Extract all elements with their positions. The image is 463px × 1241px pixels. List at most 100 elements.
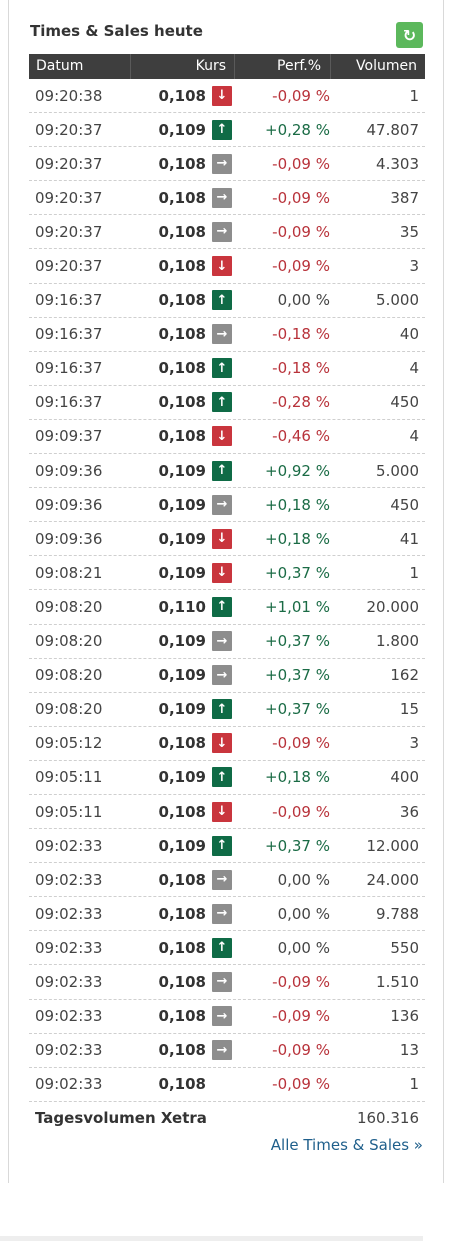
- bottom-divider: [0, 1236, 423, 1241]
- column-header-date: Datum: [36, 58, 84, 74]
- arrow-right-icon: →: [212, 903, 232, 924]
- cell-time: 09:08:20: [35, 700, 103, 719]
- cell-time: 09:02:33: [35, 836, 103, 855]
- cell-time: 09:16:37: [35, 359, 103, 378]
- price-value: 0,108: [158, 1075, 206, 1094]
- cell-price: 0,108 →: [130, 324, 234, 345]
- price-value: 0,108: [158, 938, 206, 957]
- arrow-up-icon: ↑: [212, 596, 232, 617]
- cell-time: 09:20:37: [35, 120, 103, 139]
- cell-perf: 0,00 %: [277, 291, 330, 310]
- cell-time: 09:02:33: [35, 1041, 103, 1060]
- table-row: 09:20:37 0,108 → -0,09 % 387: [29, 181, 425, 216]
- cell-time: 09:20:37: [35, 222, 103, 241]
- cell-time: 09:08:21: [35, 563, 103, 582]
- cell-price: 0,108 ↓: [130, 85, 234, 106]
- cell-perf: -0,09 %: [272, 154, 330, 173]
- table-row: 09:02:33 0,108 → 0,00 % 9.788: [29, 897, 425, 932]
- cell-price: 0,109 ↑: [130, 460, 234, 481]
- cell-time: 09:20:37: [35, 188, 103, 207]
- table-row: 09:20:37 0,108 → -0,09 % 35: [29, 215, 425, 250]
- table-row: 09:09:36 0,109 ↓ +0,18 % 41: [29, 522, 425, 557]
- cell-perf: -0,09 %: [272, 222, 330, 241]
- cell-perf: -0,09 %: [272, 257, 330, 276]
- cell-price: 0,108 →: [130, 1006, 234, 1027]
- refresh-button[interactable]: ↻: [396, 22, 423, 48]
- cell-price: 0,108 →: [130, 221, 234, 242]
- arrow-placeholder-icon: [212, 1074, 232, 1094]
- cell-price: 0,108 ↓: [130, 256, 234, 277]
- arrow-right-icon: →: [212, 971, 232, 992]
- cell-volume: 35: [399, 222, 419, 241]
- arrow-right-icon: →: [212, 494, 232, 515]
- cell-price: 0,108 →: [130, 153, 234, 174]
- cell-perf: -0,09 %: [272, 1041, 330, 1060]
- price-value: 0,108: [158, 188, 206, 207]
- cell-time: 09:02:33: [35, 870, 103, 889]
- cell-volume: 5.000: [376, 461, 419, 480]
- price-value: 0,108: [158, 257, 206, 276]
- cell-time: 09:02:33: [35, 1007, 103, 1026]
- cell-time: 09:02:33: [35, 972, 103, 991]
- table-row: 09:08:20 0,109 → +0,37 % 162: [29, 659, 425, 693]
- price-value: 0,108: [158, 427, 206, 446]
- cell-volume: 24.000: [366, 870, 420, 889]
- left-divider: [8, 0, 9, 1183]
- table-header: Datum Kurs Perf.% Volumen: [29, 54, 425, 79]
- cell-volume: 550: [390, 938, 419, 957]
- price-value: 0,109: [158, 632, 206, 651]
- arrow-down-icon: ↓: [212, 85, 232, 106]
- price-value: 0,110: [158, 597, 206, 616]
- cell-price: 0,108 →: [130, 903, 234, 924]
- arrow-down-icon: ↓: [212, 426, 232, 447]
- cell-volume: 13: [399, 1041, 419, 1060]
- arrow-up-icon: ↑: [212, 290, 232, 311]
- cell-price: 0,110 ↑: [130, 596, 234, 617]
- cell-price: 0,108 →: [130, 1040, 234, 1061]
- all-times-sales-link[interactable]: Alle Times & Sales »: [270, 1135, 423, 1154]
- table-row: 09:16:37 0,108 ↑ 0,00 % 5.000: [29, 284, 425, 318]
- cell-time: 09:09:36: [35, 529, 103, 548]
- price-value: 0,108: [158, 802, 206, 821]
- price-value: 0,109: [158, 700, 206, 719]
- price-value: 0,108: [158, 1007, 206, 1026]
- cell-time: 09:05:11: [35, 768, 103, 787]
- arrow-down-icon: ↓: [212, 801, 232, 822]
- cell-price: 0,108 ↑: [130, 290, 234, 311]
- right-divider: [443, 0, 444, 1183]
- table-row: 09:08:20 0,110 ↑ +1,01 % 20.000: [29, 590, 425, 625]
- price-value: 0,108: [158, 393, 206, 412]
- cell-price: 0,109 ↑: [130, 699, 234, 720]
- cell-perf: +0,37 %: [265, 632, 330, 651]
- arrow-right-icon: →: [212, 1006, 232, 1027]
- table-row: 09:16:37 0,108 ↑ -0,28 % 450: [29, 386, 425, 420]
- table-row: 09:08:20 0,109 → +0,37 % 1.800: [29, 625, 425, 659]
- cell-volume: 5.000: [376, 291, 419, 310]
- cell-perf: -0,09 %: [272, 972, 330, 991]
- cell-perf: +0,37 %: [265, 700, 330, 719]
- cell-volume: 450: [390, 393, 419, 412]
- cell-perf: 0,00 %: [277, 938, 330, 957]
- cell-volume: 40: [399, 325, 419, 344]
- cell-volume: 20.000: [366, 597, 420, 616]
- table-row: 09:20:37 0,108 ↓ -0,09 % 3: [29, 249, 425, 284]
- cell-perf: +0,18 %: [265, 495, 330, 514]
- price-value: 0,109: [158, 120, 206, 139]
- price-value: 0,108: [158, 291, 206, 310]
- price-value: 0,108: [158, 222, 206, 241]
- cell-volume: 12.000: [366, 836, 420, 855]
- price-value: 0,108: [158, 1041, 206, 1060]
- price-value: 0,108: [158, 972, 206, 991]
- cell-price: 0,109 ↑: [130, 835, 234, 856]
- cell-volume: 400: [390, 768, 419, 787]
- cell-perf: +0,37 %: [265, 836, 330, 855]
- cell-volume: 47.807: [366, 120, 420, 139]
- cell-time: 09:16:37: [35, 393, 103, 412]
- arrow-up-icon: ↑: [212, 835, 232, 856]
- cell-perf: -0,46 %: [272, 427, 330, 446]
- cell-price: 0,108 ↓: [130, 426, 234, 447]
- cell-time: 09:02:33: [35, 904, 103, 923]
- cell-time: 09:05:12: [35, 734, 103, 753]
- cell-price: 0,109 →: [130, 494, 234, 515]
- arrow-right-icon: →: [212, 631, 232, 652]
